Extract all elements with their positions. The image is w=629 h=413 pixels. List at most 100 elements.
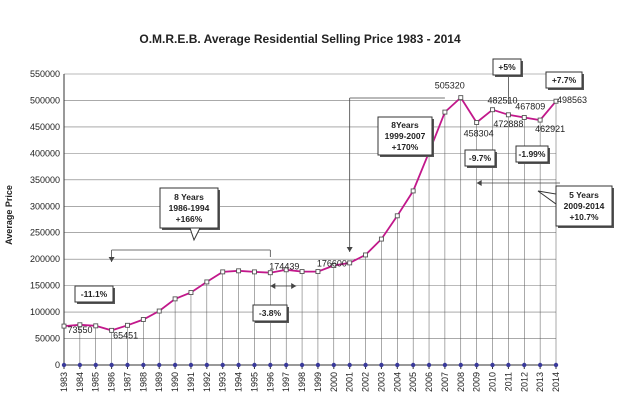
baseline-marker [410, 362, 416, 368]
data-point [442, 109, 448, 115]
ann-plus-7: +7.7% [545, 71, 584, 90]
x-tick-label: 1991 [186, 372, 196, 392]
baseline-marker [204, 362, 210, 368]
baseline-marker [268, 362, 273, 368]
annotation-text: -11.1% [81, 289, 108, 299]
baseline-marker [220, 362, 225, 368]
gridlines [64, 73, 556, 339]
baseline-marker [537, 362, 543, 368]
baseline-marker [252, 362, 257, 368]
ann-minus-1: -1.99% [515, 145, 550, 164]
x-tick-label: 1987 [122, 372, 132, 392]
annotations: -11.1%8 Years1986-1994+166%-3.8%8Years19… [74, 58, 614, 323]
data-point [553, 98, 559, 104]
annotation-text: +166% [176, 214, 203, 224]
annotation-text: +5% [498, 62, 516, 72]
annotation-text: 1999-2007 [385, 131, 426, 141]
x-tick-label: 2006 [424, 372, 434, 392]
annotation-text: 5 Years [569, 190, 599, 200]
annotation-tail [189, 227, 201, 242]
price-series [61, 95, 559, 368]
x-tick-label: 2012 [519, 372, 529, 392]
data-point [299, 269, 305, 275]
y-tick-label: 350000 [30, 175, 60, 185]
x-tick-label: 1999 [313, 372, 323, 392]
data-point [490, 107, 495, 113]
annotation-box [377, 116, 433, 156]
data-point [125, 322, 130, 328]
x-tick-label: 2000 [329, 372, 339, 392]
baseline-marker [299, 362, 305, 368]
y-tick-label: 150000 [30, 281, 60, 291]
baseline-marker [347, 362, 352, 368]
data-point [236, 268, 242, 274]
data-labels: 73550 65451 174439 176600 505320 458304 482510… [67, 81, 587, 341]
data-point [315, 269, 321, 275]
x-tick-label: 1984 [75, 372, 85, 392]
x-tick-label: 2011 [503, 372, 513, 391]
y-tick-label: 300000 [30, 201, 60, 211]
data-label: 467809 [515, 101, 545, 111]
x-tick-label: 1994 [234, 372, 244, 392]
data-label: 472888 [493, 119, 523, 129]
x-tick-label: 2003 [376, 372, 386, 392]
baseline-marker [315, 362, 321, 368]
data-point [458, 95, 464, 101]
baseline-marker [172, 362, 178, 368]
x-tick-label: 2010 [488, 372, 498, 392]
data-point [537, 117, 543, 123]
data-point [172, 296, 178, 302]
y-axis-label: Average Price [4, 185, 14, 245]
annotation-text: +170% [392, 142, 419, 152]
baseline-marker [125, 362, 130, 368]
baseline-marker [236, 362, 241, 368]
y-tick-label: 550000 [30, 69, 60, 79]
arrow-1986 [108, 257, 115, 262]
baseline-marker [474, 362, 479, 368]
data-point [156, 308, 162, 314]
data-point [394, 213, 400, 219]
data-point [93, 323, 99, 329]
annotation-text: 2009-2014 [564, 201, 605, 211]
data-point [140, 317, 146, 322]
baseline-marker [379, 362, 384, 368]
baseline-marker [93, 362, 98, 368]
data-point [410, 188, 416, 194]
arrow-1997 [291, 283, 297, 289]
x-tick-label: 1989 [154, 372, 164, 392]
baseline-marker [283, 362, 289, 368]
ann-plus-5: +5% [492, 58, 523, 77]
annotation-tail [537, 190, 557, 205]
annotation-box [545, 71, 583, 89]
y-tick-label: 200000 [30, 254, 60, 264]
annotation-text: -1.99% [519, 149, 546, 159]
data-label: 482510 [487, 96, 517, 106]
annotation-box [515, 145, 549, 163]
data-point [109, 327, 115, 333]
x-tick-label: 2009 [472, 372, 482, 392]
axes: 0 50000 100000 150000 200000 250000 300000 3500… [30, 69, 561, 392]
baseline-marker [363, 362, 368, 368]
x-tick-label: 1983 [59, 372, 69, 392]
data-point [220, 269, 226, 275]
y-tick-label: 0 [55, 360, 60, 370]
y-tick-label: 250000 [30, 228, 60, 238]
x-tick-label: 1996 [265, 372, 275, 392]
data-point [521, 115, 527, 120]
baseline-marker [426, 362, 432, 368]
arrow-1996 [270, 283, 276, 289]
data-point [252, 269, 257, 275]
baseline-marker [109, 362, 114, 368]
data-label: 458304 [464, 129, 494, 139]
x-tick-label: 1992 [202, 372, 212, 392]
ann-minus-9: -9.7% [464, 149, 497, 168]
callout-lines [108, 75, 560, 289]
baseline-marker [490, 362, 495, 368]
x-tick-label: 1986 [107, 372, 117, 392]
data-label: 462921 [535, 124, 565, 134]
annotation-box [252, 304, 288, 322]
annotation-box [555, 185, 613, 227]
data-point [188, 290, 194, 295]
baseline-marker [141, 362, 146, 368]
x-tick-label: 2008 [456, 372, 466, 392]
